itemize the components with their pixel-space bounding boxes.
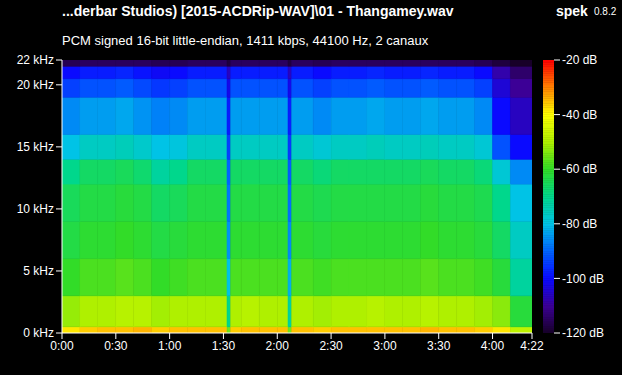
svg-text:-120 dB: -120 dB xyxy=(562,326,604,340)
svg-text:2:30: 2:30 xyxy=(319,339,343,353)
svg-text:10 kHz: 10 kHz xyxy=(17,202,54,216)
svg-text:3:30: 3:30 xyxy=(427,339,451,353)
svg-text:1:30: 1:30 xyxy=(212,339,236,353)
svg-text:-40 dB: -40 dB xyxy=(562,108,597,122)
svg-text:3:00: 3:00 xyxy=(373,339,397,353)
svg-text:20 kHz: 20 kHz xyxy=(17,78,54,92)
svg-text:0:00: 0:00 xyxy=(50,339,74,353)
svg-text:1:00: 1:00 xyxy=(158,339,182,353)
svg-text:4:00: 4:00 xyxy=(481,339,505,353)
html-text:spek: spek xyxy=(556,3,588,19)
html-text:0.8.2: 0.8.2 xyxy=(594,6,617,17)
svg-text:15 kHz: 15 kHz xyxy=(17,140,54,154)
svg-text:-100 dB: -100 dB xyxy=(562,272,604,286)
svg-text:5 kHz: 5 kHz xyxy=(23,264,54,278)
svg-text:-80 dB: -80 dB xyxy=(562,217,597,231)
svg-text:-20 dB: -20 dB xyxy=(562,53,597,67)
svg-text:0:30: 0:30 xyxy=(104,339,128,353)
svg-text:2:00: 2:00 xyxy=(266,339,290,353)
html-text:PCM signed 16-bit little-endia: PCM signed 16-bit little-endian, 1411 kb… xyxy=(62,33,429,48)
svg-text:22 kHz: 22 kHz xyxy=(17,53,54,67)
svg-text:-60 dB: -60 dB xyxy=(562,162,597,176)
svg-text:0 kHz: 0 kHz xyxy=(23,326,54,340)
html-text:...derbar Studios) [2015-ACDRi: ...derbar Studios) [2015-ACDRip-WAV]\01 … xyxy=(62,3,454,19)
svg-text:4:22: 4:22 xyxy=(520,339,544,353)
